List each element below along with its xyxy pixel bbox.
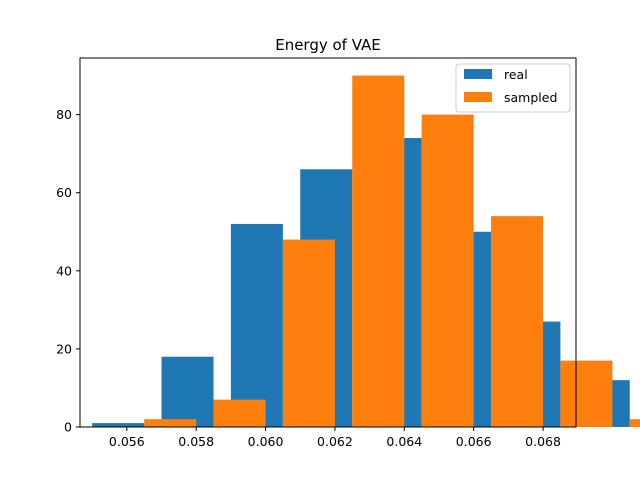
bar-sampled-5 bbox=[491, 216, 544, 427]
x-tick-label: 0.064 bbox=[386, 434, 422, 449]
x-tick-label: 0.056 bbox=[109, 434, 145, 449]
legend-swatch-sampled bbox=[464, 92, 492, 102]
x-tick-label: 0.068 bbox=[525, 434, 561, 449]
x-tick-label: 0.060 bbox=[248, 434, 284, 449]
bar-sampled-6 bbox=[560, 360, 613, 427]
plot-frame bbox=[79, 57, 577, 428]
legend-swatch-real bbox=[464, 69, 492, 79]
bar-sampled-0 bbox=[144, 419, 197, 427]
y-tick-label: 20 bbox=[56, 341, 72, 356]
y-axis: 0 20 40 60 80 bbox=[56, 107, 80, 435]
bar-sampled-4 bbox=[421, 114, 474, 428]
y-tick-label: 40 bbox=[56, 263, 72, 278]
x-tick-label: 0.062 bbox=[317, 434, 353, 449]
bar-sampled-1 bbox=[213, 399, 266, 427]
bar-real-0 bbox=[92, 423, 145, 427]
bar-real-1 bbox=[161, 356, 214, 427]
y-tick-label: 0 bbox=[64, 420, 72, 435]
y-tick-label: 60 bbox=[56, 185, 72, 200]
legend-label-sampled: sampled bbox=[504, 90, 557, 105]
bar-sampled-7 bbox=[629, 419, 640, 427]
y-tick-label: 80 bbox=[56, 107, 72, 122]
x-tick-label: 0.058 bbox=[178, 434, 214, 449]
legend: real sampled bbox=[455, 63, 571, 113]
bar-real-2 bbox=[230, 223, 283, 427]
legend-label-real: real bbox=[504, 67, 528, 82]
bar-sampled-3 bbox=[352, 75, 405, 427]
x-tick-label: 0.066 bbox=[456, 434, 492, 449]
x-axis: 0.056 0.058 0.060 0.062 0.064 0.066 0.068 bbox=[109, 427, 561, 449]
chart-title: Energy of VAE bbox=[275, 36, 381, 54]
bar-sampled-2 bbox=[282, 239, 335, 427]
bars-group bbox=[92, 75, 640, 428]
